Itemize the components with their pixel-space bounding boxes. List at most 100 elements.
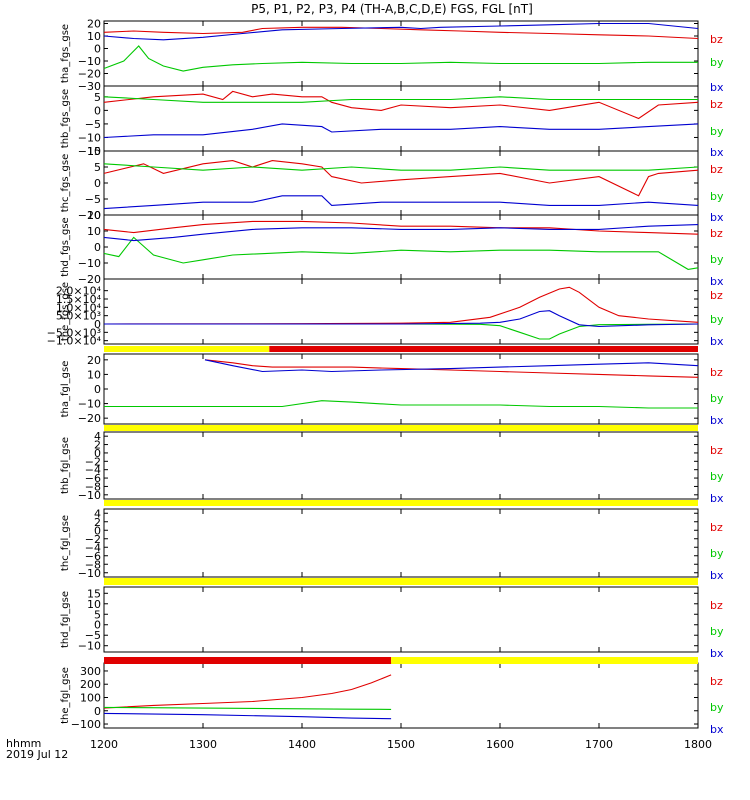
y-axis-label: thb_fgs_gse: [60, 89, 71, 148]
legend-bz: bz: [710, 599, 723, 612]
legend-bz: bz: [710, 444, 723, 457]
y-tick-label: −10: [78, 209, 101, 222]
y-tick-label: 5.0×10³: [56, 310, 101, 323]
y-tick-label: −10: [78, 567, 101, 580]
legend-bz: bz: [710, 163, 723, 176]
y-tick-label: 10: [87, 598, 101, 611]
series-by: [103, 45, 698, 72]
y-tick-label: 2.0×10⁴: [56, 285, 102, 298]
x-tick-label: 1600: [486, 738, 514, 751]
panel-frame: [103, 662, 699, 729]
legend-bz: bz: [710, 33, 723, 46]
y-tick-label: −5: [85, 193, 101, 206]
panel-the_fgs_gse: 2.0×10⁴1.5×10⁴1.0×10⁴5.0×10³0−5.0×10³−1.…: [47, 278, 724, 348]
x-tick-label: 1200: [90, 738, 118, 751]
mode-bar-segment: [391, 657, 698, 664]
y-tick-label: −4: [85, 541, 101, 554]
y-tick-label: 1.0×10⁴: [56, 301, 102, 314]
y-tick-label: −10: [78, 131, 101, 144]
legend-bx: bx: [710, 146, 724, 159]
y-tick-label: −6: [85, 550, 101, 563]
y-tick-label: 0: [94, 318, 101, 331]
series-by: [104, 323, 699, 340]
y-tick-label: 5: [94, 91, 101, 104]
y-tick-label: −10: [78, 489, 101, 502]
series-bz: [103, 674, 392, 709]
mode-bar-segment: [269, 346, 698, 352]
y-tick-label: −15: [78, 145, 101, 158]
series-by: [103, 236, 699, 270]
panel-frame: [103, 353, 699, 425]
panel-frame: [103, 431, 699, 500]
legend-by: by: [710, 470, 724, 483]
y-tick-label: 0: [94, 447, 101, 460]
legend-by: by: [710, 547, 724, 560]
series-bx: [103, 22, 699, 41]
series-by: [104, 400, 698, 409]
mode-bar-segment: [104, 500, 698, 506]
legend-bx: bx: [710, 414, 724, 427]
y-tick-label: 20: [87, 209, 101, 222]
legend-by: by: [710, 253, 724, 266]
legend-bx: bx: [710, 723, 724, 736]
legend-bx: bx: [710, 569, 724, 582]
mode-bar-segment: [104, 578, 698, 585]
y-axis-label: tha_fgl_gse: [60, 361, 71, 418]
series-by: [103, 706, 392, 710]
legend-by: by: [710, 190, 724, 203]
x-axis-corner-label-date: 2019 Jul 12: [6, 748, 68, 761]
y-axis-label: thd_fgs_gse: [60, 217, 71, 276]
legend-by: by: [710, 625, 724, 638]
legend-bz: bz: [710, 366, 723, 379]
legend-bx: bx: [710, 275, 724, 288]
y-tick-label: 0: [94, 705, 101, 718]
legend-bz: bz: [710, 227, 723, 240]
legend-by: by: [710, 56, 724, 69]
series-bx: [204, 359, 699, 373]
y-tick-label: −20: [78, 273, 101, 286]
mode-bars-group: [104, 346, 698, 664]
legend-bz: bz: [710, 521, 723, 534]
y-tick-label: 2: [94, 516, 101, 529]
legend-bx: bx: [710, 647, 724, 660]
legend-by: by: [710, 125, 724, 138]
panel-frame: [103, 586, 699, 653]
y-tick-label: −10: [78, 257, 101, 270]
y-tick-label: 0: [94, 177, 101, 190]
y-tick-label: −8: [85, 480, 101, 493]
y-tick-label: 20: [87, 354, 101, 367]
panel-thd_fgs_gse: 20 10 0 −10 −20 thd_fgs_gse bz by bx: [60, 209, 724, 288]
y-tick-label: −20: [78, 412, 101, 425]
y-axis-label: thc_fgl_gse: [60, 515, 71, 571]
y-tick-label: 300: [80, 665, 101, 678]
series-bx: [103, 195, 699, 210]
y-tick-label: −5: [85, 629, 101, 642]
y-tick-label: −100: [71, 718, 101, 731]
series-bz: [103, 90, 699, 120]
y-tick-label: 0: [94, 619, 101, 632]
series-bz: [103, 286, 699, 325]
legend-bx: bx: [710, 81, 724, 94]
y-axis-label: the_fgl_gse: [60, 667, 71, 724]
x-tick-label: 1800: [684, 738, 712, 751]
y-axis-label: thd_fgl_gse: [60, 591, 71, 648]
y-tick-label: 0: [94, 524, 101, 537]
y-tick-label: 10: [87, 145, 101, 158]
legend-bz: bz: [710, 289, 723, 302]
series-bx: [103, 712, 392, 720]
series-bz: [103, 26, 699, 40]
panel-frame: [103, 150, 699, 216]
mode-bar-segment: [104, 346, 270, 352]
series-bz: [103, 220, 699, 235]
y-tick-label: 15: [87, 587, 101, 600]
y-tick-label: 0: [94, 383, 101, 396]
y-tick-label: 0: [94, 104, 101, 117]
series-by: [103, 163, 699, 171]
y-tick-label: −10: [78, 398, 101, 411]
y-tick-label: 1.5×10⁴: [56, 293, 102, 306]
mode-bar-segment: [104, 425, 698, 431]
series-bx: [103, 224, 699, 242]
